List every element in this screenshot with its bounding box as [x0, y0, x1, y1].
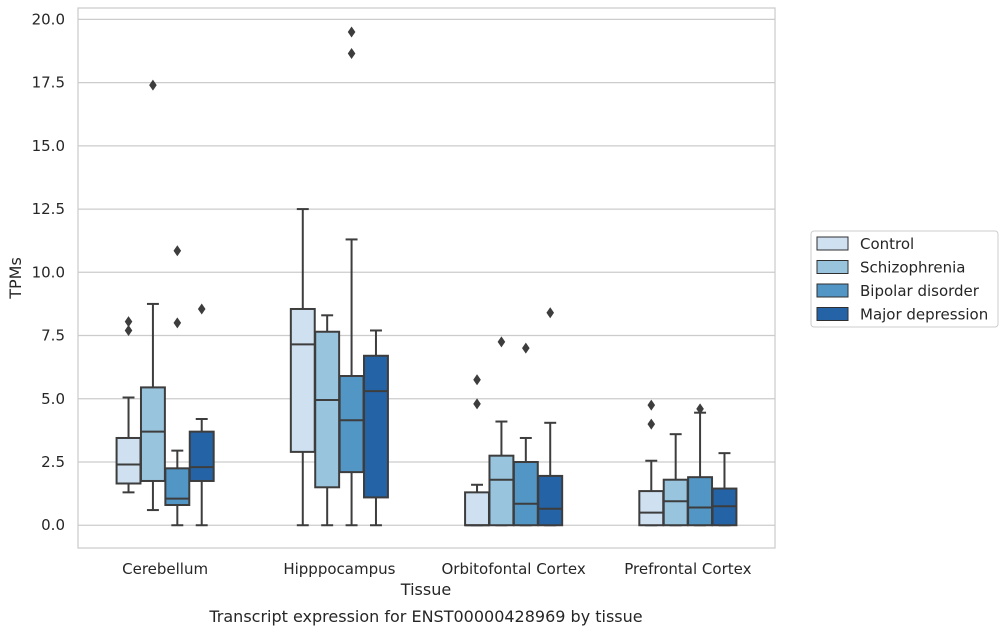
x-tick-label: Cerebellum	[122, 560, 208, 578]
box-iqr	[638, 490, 665, 527]
box-group	[338, 26, 365, 527]
x-axis-label: Tissue	[400, 580, 451, 599]
box-iqr	[139, 386, 166, 482]
y-tick-label: 20.0	[32, 10, 65, 28]
box-iqr	[662, 478, 689, 527]
y-tick-label: 10.0	[32, 263, 65, 281]
box-iqr	[687, 476, 714, 527]
box-series	[115, 26, 738, 527]
outlier-point	[522, 342, 530, 354]
outlier-point	[149, 79, 157, 91]
outlier-point	[647, 418, 656, 430]
y-tick-label: 5.0	[41, 390, 65, 408]
y-tick-label: 0.0	[41, 516, 65, 534]
box-group	[139, 79, 166, 512]
legend-label: Schizophrenia	[860, 259, 965, 277]
box-group	[711, 452, 738, 527]
box-group	[188, 303, 215, 527]
outlier-point	[124, 324, 133, 336]
box-iqr	[537, 474, 564, 527]
box-group	[687, 403, 714, 527]
box-group	[638, 399, 665, 527]
legend-swatch	[816, 236, 849, 251]
y-tick-label: 15.0	[32, 137, 65, 155]
outlier-point	[696, 403, 704, 415]
legend-label: Control	[860, 235, 914, 253]
box-group	[537, 307, 564, 527]
y-tick-label: 12.5	[32, 200, 65, 218]
plot-area-frame	[77, 7, 776, 549]
gridlines	[78, 18, 775, 526]
box-iqr	[512, 461, 539, 527]
y-tick-label: 2.5	[41, 453, 65, 471]
legend-swatch	[816, 260, 849, 274]
outlier-point	[197, 303, 206, 315]
box-group	[464, 374, 490, 527]
legend-swatch	[816, 307, 849, 321]
outlier-point	[546, 307, 555, 319]
box-iqr	[464, 491, 490, 527]
y-axis-label: TPMs	[6, 257, 25, 300]
box-iqr	[164, 467, 191, 507]
box-group	[512, 342, 539, 527]
chart-caption: Transcript expression for ENST0000042896…	[208, 607, 642, 626]
outlier-point	[497, 336, 506, 348]
box-iqr	[488, 454, 515, 527]
box-iqr	[289, 307, 316, 453]
outlier-point	[473, 398, 481, 410]
box-iqr	[188, 430, 215, 482]
box-group	[488, 336, 515, 527]
x-tick-label: Prefrontal Cortex	[624, 560, 751, 578]
box-iqr	[363, 354, 389, 499]
x-tick-label: Orbitofontal Cortex	[442, 560, 586, 578]
legend-label: Major depression	[860, 306, 988, 324]
box-group	[164, 245, 191, 527]
box-group	[314, 314, 341, 527]
x-tick-labels: Cerebellum Hipppocampus Orbitofontal Corte…	[122, 560, 751, 578]
box-group	[662, 433, 689, 527]
outlier-point	[347, 48, 356, 60]
box-iqr	[338, 375, 365, 474]
outlier-point	[173, 245, 182, 257]
outlier-point	[124, 316, 133, 328]
box-iqr	[115, 436, 142, 485]
box-group	[363, 329, 389, 527]
y-tick-labels: 0.0 2.5 5.0 7.5 10.0 12.5 15.0 17.5 20.0	[32, 10, 65, 534]
outlier-point	[173, 317, 182, 329]
legend-label: Bipolar disorder	[860, 282, 980, 300]
x-tick-label: Hipppocampus	[283, 560, 395, 578]
box-group	[289, 208, 316, 527]
legend-swatch	[816, 283, 849, 298]
outlier-point	[647, 399, 656, 411]
outlier-point	[347, 26, 356, 38]
y-tick-label: 7.5	[41, 327, 65, 345]
legend-frame	[810, 230, 999, 328]
legend: Control Schizophrenia Bipolar disorder Majo…	[810, 230, 999, 328]
y-tick-label: 17.5	[32, 74, 65, 92]
box-iqr	[314, 330, 341, 489]
outlier-point	[473, 374, 481, 386]
box-group	[115, 316, 142, 494]
